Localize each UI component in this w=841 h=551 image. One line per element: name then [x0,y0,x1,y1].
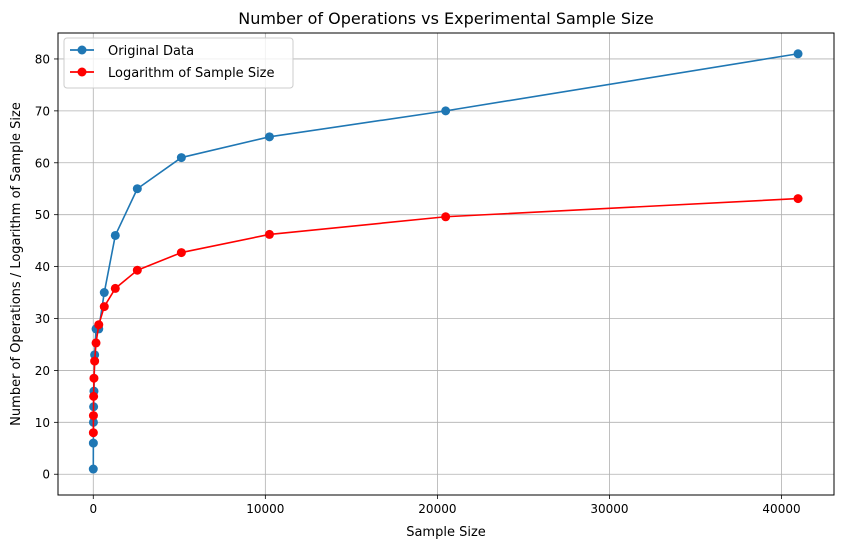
data-point [89,373,99,383]
data-point [110,230,120,240]
data-point [176,248,186,258]
data-point [88,411,98,421]
x-tick-label: 20000 [418,502,456,516]
series-group [88,49,803,474]
y-axis-label: Number of Operations / Logarithm of Samp… [9,102,24,426]
x-tick-label: 40000 [762,502,800,516]
x-axis-label: Sample Size [406,525,486,540]
y-tick-label: 40 [35,260,50,274]
y-tick-label: 60 [35,156,50,170]
data-point [88,428,98,438]
data-point [99,288,109,298]
legend-label-original-data: Original Data [108,44,194,59]
y-tick-label: 30 [35,312,50,326]
legend-label-logarithm: Logarithm of Sample Size [108,66,275,81]
plot-area [58,33,834,495]
data-point [264,132,274,142]
data-point [264,229,274,239]
data-point [110,283,120,293]
series-1 [88,194,803,438]
legend: Original Data Logarithm of Sample Size [63,37,294,89]
data-point [89,391,99,401]
legend-box [63,37,294,89]
data-point [88,438,98,448]
data-point [441,106,451,116]
y-tick-label: 0 [42,468,50,482]
x-tick-label: 30000 [590,502,628,516]
data-point [441,212,451,222]
data-point [793,194,803,204]
y-tick-label: 10 [35,416,50,430]
data-point [99,302,109,312]
data-point [90,356,100,366]
y-tick-label: 20 [35,364,50,378]
axis-ticks: 0 10000 20000 30000 40000 0 10 20 30 40 50 60 70 80 [35,52,801,516]
data-point [91,338,101,348]
y-tick-label: 50 [35,208,50,222]
y-tick-label: 80 [35,52,50,66]
data-point [793,49,803,59]
data-point [94,320,104,330]
y-tick-label: 70 [35,104,50,118]
legend-marker-logarithm [77,67,87,77]
data-point [132,184,142,194]
data-point [176,153,186,163]
chart-title: Number of Operations vs Experimental Sam… [238,9,654,28]
data-point [88,464,98,474]
x-tick-label: 0 [89,502,97,516]
legend-marker-original-data [77,45,87,55]
x-tick-label: 10000 [246,502,284,516]
plot-frame [57,32,835,496]
data-point [132,265,142,275]
